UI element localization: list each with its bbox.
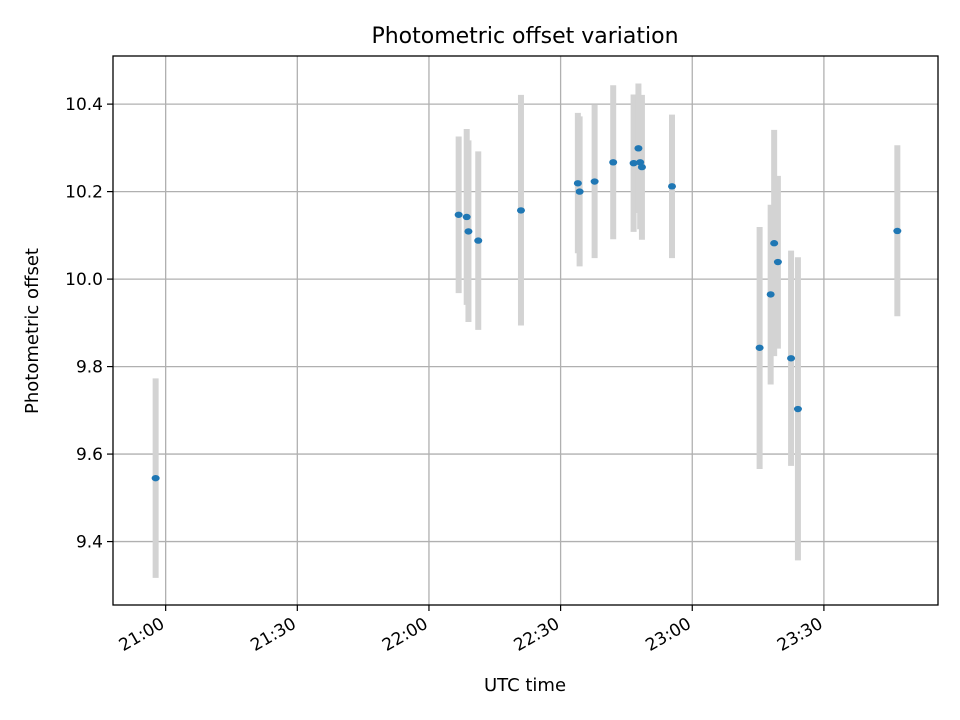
- data-point: [770, 240, 779, 247]
- data-point: [766, 291, 775, 298]
- y-tick-label: 10.2: [65, 183, 103, 203]
- data-point: [516, 207, 525, 214]
- y-axis: 9.4 9.6 9.8 10.0 10.2 10.4: [65, 95, 113, 553]
- x-tick-label: 23:00: [642, 614, 694, 656]
- data-point: [151, 474, 160, 482]
- data-point: [773, 258, 782, 266]
- y-tick-label: 9.4: [76, 533, 103, 553]
- y-tick-label: 10.0: [65, 270, 103, 290]
- y-axis-label: Photometric offset: [22, 248, 43, 414]
- data-point: [629, 159, 638, 167]
- x-tick-label: 22:30: [511, 614, 563, 656]
- data-point: [793, 405, 802, 413]
- chart-title: Photometric offset variation: [371, 24, 678, 49]
- plot-frame: [112, 55, 939, 606]
- data-point: [464, 228, 473, 235]
- x-axis: 21:00 21:30 22:00 22:30 23:00 23:30: [116, 605, 826, 656]
- x-axis-label: UTC time: [484, 675, 566, 696]
- data-point: [454, 211, 463, 218]
- y-tick-label: 10.4: [65, 95, 103, 115]
- data-point: [893, 227, 902, 235]
- data-point: [590, 178, 599, 185]
- error-bars: [152, 83, 901, 578]
- data-point: [637, 163, 646, 171]
- data-point: [474, 237, 483, 244]
- data-point: [573, 180, 582, 187]
- x-tick-label: 21:30: [247, 614, 299, 656]
- x-tick-label: 21:00: [116, 614, 168, 656]
- grid-layer: [113, 56, 938, 605]
- data-point: [755, 344, 764, 351]
- y-tick-label: 9.8: [76, 358, 103, 378]
- y-tick-label: 9.6: [76, 445, 103, 465]
- x-tick-label: 22:00: [379, 614, 431, 656]
- data-point: [667, 183, 676, 190]
- data-point: [575, 188, 584, 195]
- data-points: [151, 145, 902, 482]
- data-point: [609, 159, 618, 166]
- data-point: [636, 159, 645, 166]
- x-tick-label: 23:30: [774, 614, 826, 656]
- data-point: [634, 145, 643, 152]
- data-point: [462, 213, 471, 221]
- data-point: [787, 355, 796, 362]
